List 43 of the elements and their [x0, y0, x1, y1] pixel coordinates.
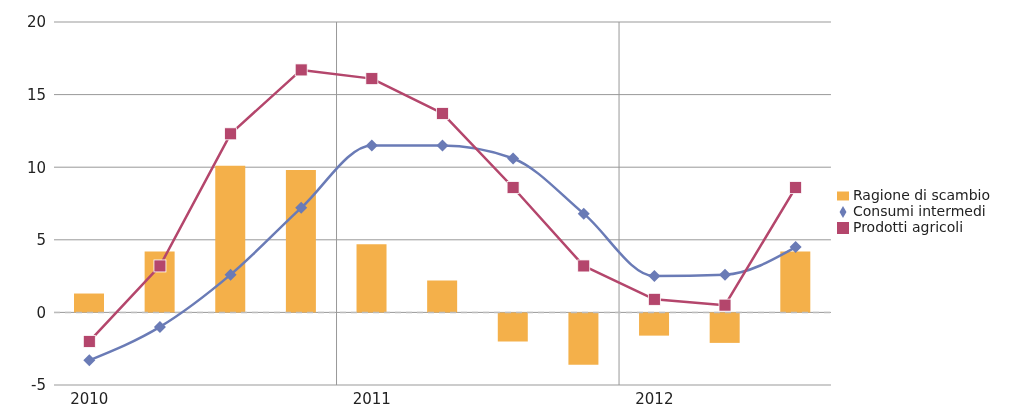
bar: [497, 312, 528, 342]
point: [365, 139, 378, 152]
point: [789, 241, 802, 254]
y-tick-label: 15: [26, 85, 46, 104]
point: [224, 127, 237, 141]
bar: [709, 312, 740, 343]
legend-label: Consumi intermedi: [852, 202, 986, 219]
y-tick-label: 10: [26, 158, 46, 177]
bar: [780, 251, 811, 313]
point: [83, 354, 96, 367]
x-tick-label: 2010: [70, 389, 109, 408]
point: [577, 207, 590, 220]
point: [365, 72, 379, 86]
legend-label: Ragione di scambio: [852, 186, 990, 203]
y-tick-label: 0: [36, 303, 46, 322]
point: [153, 259, 167, 273]
bar: [356, 244, 387, 313]
point: [789, 181, 803, 194]
y-tick-label: 5: [36, 231, 46, 250]
point: [153, 320, 166, 333]
bar: [568, 312, 599, 365]
x-tick-label: 2012: [635, 389, 674, 408]
bar: [285, 170, 316, 313]
point: [507, 152, 520, 165]
y-tick-label: -5: [31, 376, 46, 395]
legend-label: Prodotti agricoli: [852, 218, 964, 235]
point: [577, 259, 591, 273]
point: [82, 335, 96, 348]
point: [294, 63, 308, 77]
bar: [427, 280, 458, 313]
y-tick-label: 20: [26, 13, 46, 32]
bar: [215, 165, 246, 313]
point: [647, 292, 661, 306]
point: [436, 107, 449, 120]
bar: [74, 293, 104, 313]
bar: [639, 312, 670, 336]
point: [506, 181, 520, 194]
point: [648, 270, 661, 283]
point: [718, 298, 732, 312]
point: [295, 201, 308, 214]
point: [224, 268, 237, 281]
point: [436, 139, 449, 152]
x-tick-label: 2011: [352, 389, 391, 408]
